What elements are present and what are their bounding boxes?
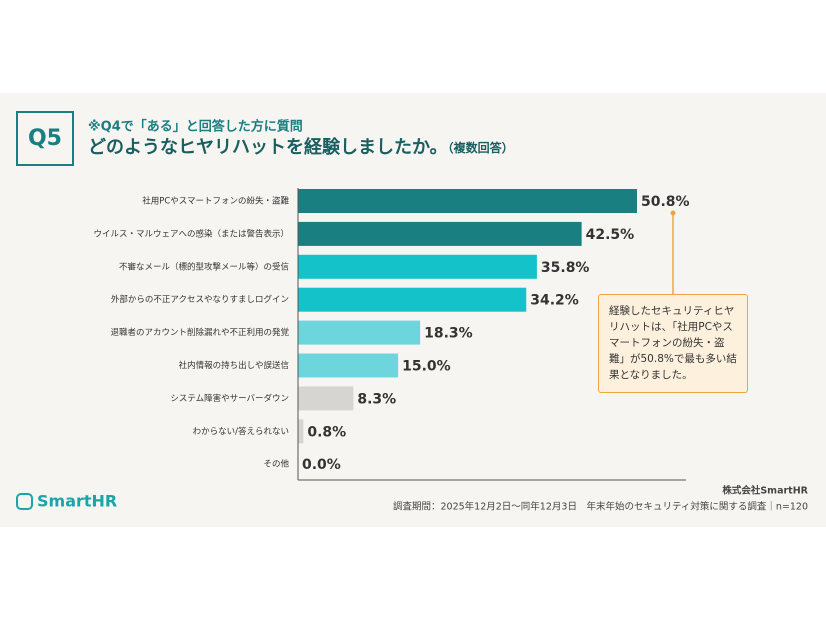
source: 調査期間：2025年12月2日～同年12月3日 年末年始のセキュリティ対策に関す… [393, 501, 808, 513]
category-label: 不審なメール（標的型攻撃メール等）の受信 [119, 261, 290, 272]
value-label: 0.0% [302, 457, 341, 473]
value-label: 35.8% [541, 260, 590, 276]
bar [298, 386, 354, 411]
question-box [16, 111, 74, 166]
category-label: 外部からの不正アクセスやなりすましログイン [111, 294, 289, 305]
bar [298, 419, 304, 444]
title-note: （複数回答） [448, 140, 514, 155]
logo: SmartHR [37, 492, 117, 511]
category-label: その他 [263, 459, 289, 470]
question-number: Q5 [28, 126, 62, 151]
title-main: どのようなヒヤリハットを経験しましたか。 [88, 136, 448, 158]
logo-icon [16, 493, 33, 510]
category-label: わからない/答えられない [193, 426, 289, 437]
category-label: 社用PCやスマートフォンの紛失・盗難 [142, 196, 289, 207]
category-label: 社内情報の持ち出しや誤送信 [179, 360, 290, 371]
bar [298, 221, 582, 246]
bar [298, 320, 421, 345]
value-label: 34.2% [530, 293, 579, 309]
value-label: 8.3% [357, 391, 396, 407]
bar [298, 189, 637, 213]
category-label: システム障害やサーバーダウン [170, 393, 289, 404]
company: 株式会社SmartHR [722, 485, 808, 497]
callout-dot [670, 210, 676, 216]
value-label: 0.8% [307, 424, 346, 440]
bar [298, 353, 399, 378]
bar [298, 254, 537, 279]
callout: 経験したセキュリティヒヤリハットは、「社用PCやスマートフォンの紛失・盗難」が5… [598, 294, 748, 393]
value-label: 50.8% [641, 194, 690, 210]
value-label: 18.3% [424, 326, 473, 342]
category-label: ウイルス・マルウェアへの感染（または警告表示） [93, 228, 289, 239]
category-label: 退職者のアカウント削除漏れや不正利用の発覚 [110, 327, 289, 338]
question-note: ※Q4で「ある」と回答した方に質問 [88, 119, 303, 135]
bars: 社用PCやスマートフォンの紛失・盗難 50.8% ウイルス・マルウェアへの感染（また… [93, 189, 690, 473]
value-label: 42.5% [586, 227, 635, 243]
question-title: どのようなヒヤリハットを経験しましたか。（複数回答） [88, 136, 514, 158]
bar [298, 287, 527, 312]
value-label: 15.0% [402, 359, 451, 375]
